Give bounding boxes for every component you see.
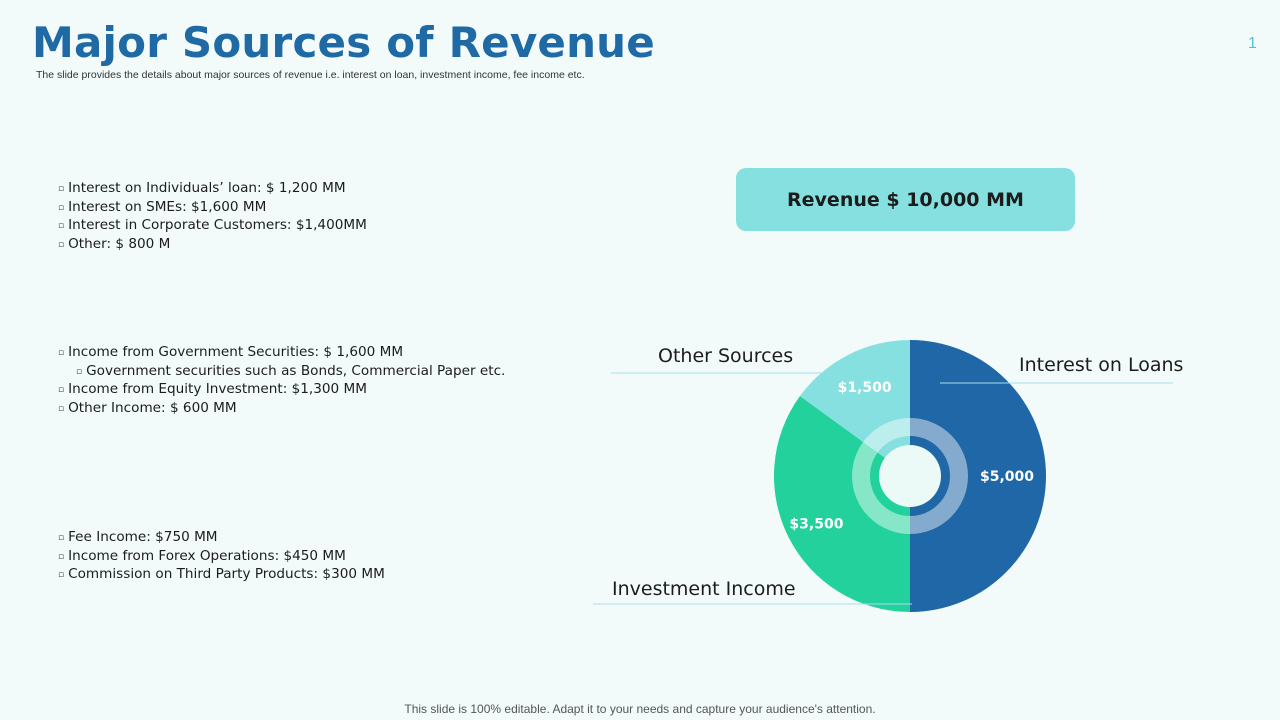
page-number: 1 xyxy=(1248,35,1257,52)
bullet-text: Interest on Individuals’ loan: $ 1,200 M… xyxy=(68,180,346,196)
bullet-item: ▫ Government securities such as Bonds, Co… xyxy=(58,363,505,382)
bullet-item: ▫ Income from Forex Operations: $450 MM xyxy=(58,548,385,567)
page-title: Major Sources of Revenue xyxy=(32,18,655,67)
investment-bullet-list: ▫ Income from Government Securities: $ 1,… xyxy=(58,344,505,418)
bullet-marker-icon: ▫ xyxy=(58,403,65,414)
page-subtitle: The slide provides the details about maj… xyxy=(36,69,585,81)
bullet-item: ▫ Income from Equity Investment: $1,300 M… xyxy=(58,381,505,400)
bullet-marker-icon: ▫ xyxy=(58,570,65,580)
pie-data-label: $3,500 xyxy=(789,517,843,533)
loans-bullet-list: ▫ Interest on Individuals’ loan: $ 1,200 … xyxy=(58,180,367,254)
category-label: Other Sources xyxy=(658,345,793,367)
bullet-text: Government securities such as Bonds, Com… xyxy=(86,362,506,379)
bullet-text: Other: $ 800 M xyxy=(68,235,171,252)
bullet-text: Interest in Corporate Customers: $1,400M… xyxy=(68,217,367,233)
donut-hole xyxy=(879,445,941,507)
pie-slice xyxy=(774,396,910,612)
bullet-marker-icon: ▫ xyxy=(76,366,83,377)
other-bullet-list: ▫ Fee Income: $750 MM ▫ Income from Forex O… xyxy=(58,529,385,585)
bullet-marker-icon: ▫ xyxy=(58,385,65,395)
bullet-marker-icon: ▫ xyxy=(58,533,65,543)
footer-note: This slide is 100% editable. Adapt it to… xyxy=(404,702,876,716)
bullet-item: ▫ Other Income: $ 600 MM xyxy=(58,400,505,419)
pie-data-label: $5,000 xyxy=(980,469,1034,485)
bullet-item: ▫ Commission on Third Party Products: $30… xyxy=(58,566,385,585)
bullet-item: ▫ Interest on Individuals’ loan: $ 1,200 … xyxy=(58,180,367,199)
bullet-marker-icon: ▫ xyxy=(58,221,65,231)
bullet-item: ▫ Interest on SMEs: $1,600 MM xyxy=(58,199,367,218)
bullet-item: ▫ Other: $ 800 M xyxy=(58,236,367,255)
bullet-text: Other Income: $ 600 MM xyxy=(68,399,237,416)
bullet-text: Income from Forex Operations: $450 MM xyxy=(68,547,346,564)
pie-data-label: $1,500 xyxy=(838,380,892,396)
bullet-text: Interest on SMEs: $1,600 MM xyxy=(68,198,267,215)
bullet-marker-icon: ▫ xyxy=(58,184,65,194)
revenue-total-box: Revenue $ 10,000 MM xyxy=(736,168,1075,231)
category-label: Investment Income xyxy=(612,578,796,600)
donut-ring xyxy=(852,418,968,534)
category-label: Interest on Loans xyxy=(1019,354,1183,376)
bullet-text: Fee Income: $750 MM xyxy=(68,529,218,545)
bullet-text: Commission on Third Party Products: $300… xyxy=(68,566,385,582)
bullet-text: Income from Government Securities: $ 1,6… xyxy=(68,344,404,360)
bullet-marker-icon: ▫ xyxy=(58,551,65,562)
pie-slice xyxy=(799,340,910,476)
bullet-item: ▫ Fee Income: $750 MM xyxy=(58,529,385,548)
bullet-marker-icon: ▫ xyxy=(58,239,65,250)
bullet-marker-icon: ▫ xyxy=(58,348,65,358)
bullet-marker-icon: ▫ xyxy=(58,202,65,213)
pie-slice xyxy=(910,340,1046,612)
bullet-item: ▫ Interest in Corporate Customers: $1,400… xyxy=(58,217,367,236)
bullet-item: ▫ Income from Government Securities: $ 1,… xyxy=(58,344,505,363)
bullet-text: Income from Equity Investment: $1,300 MM xyxy=(68,381,367,397)
